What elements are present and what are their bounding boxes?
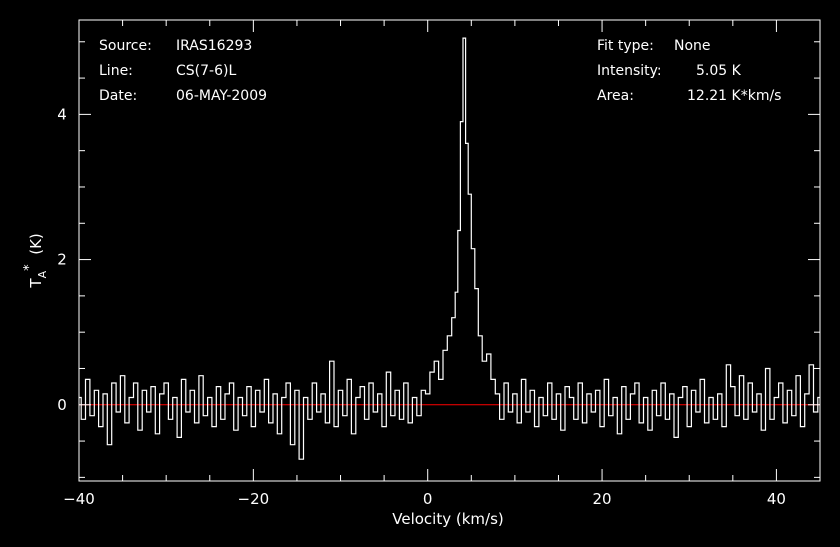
x-tick-label: 0 [423,490,433,508]
x-tick-label: −40 [63,490,95,508]
y-tick-label: 2 [57,251,67,269]
info-intensity-key: Intensity: [597,63,662,79]
y-axis-title-main: T [27,278,45,289]
info-intensity-value: 5.05 K [696,63,742,79]
y-axis-title-superscript: * [22,264,37,271]
x-tick-label: 40 [767,490,786,508]
info-source-key: Source: [99,38,152,54]
info-area-value: 12.21 K*km/s [687,88,781,104]
info-area-key: Area: [597,88,634,104]
info-source-value: IRAS16293 [176,38,252,54]
y-axis-title-symbol: TA* [22,264,49,289]
y-axis-title-subscript: A [36,270,49,278]
info-panel-right: Fit type: None Intensity: 5.05 K Area: 1… [597,38,781,104]
spectrum-line-0 [79,37,820,460]
info-date-value: 06-MAY-2009 [176,88,267,104]
y-tick-label: 0 [57,396,67,414]
plot-frame [78,19,821,482]
info-date-key: Date: [99,88,137,104]
series-layer [79,37,820,460]
info-line-value: CS(7-6)L [176,63,236,79]
x-axis-title: Velocity (km/s) [392,510,503,528]
x-tick-label: 20 [593,490,612,508]
info-fit-type-key: Fit type: [597,38,654,54]
info-line-key: Line: [99,63,133,79]
y-tick-label: 4 [57,105,67,123]
info-fit-type-value: None [674,38,711,54]
tick-labels-layer: −40 −20 0 20 40 0 2 4 [57,105,786,508]
y-axis-title: TA* (K) [22,233,49,288]
info-panel-left: Source: IRAS16293 Line: CS(7-6)L Date: 0… [99,38,267,104]
y-axis-title-unit: (K) [27,233,45,255]
x-tick-label: −20 [238,490,270,508]
